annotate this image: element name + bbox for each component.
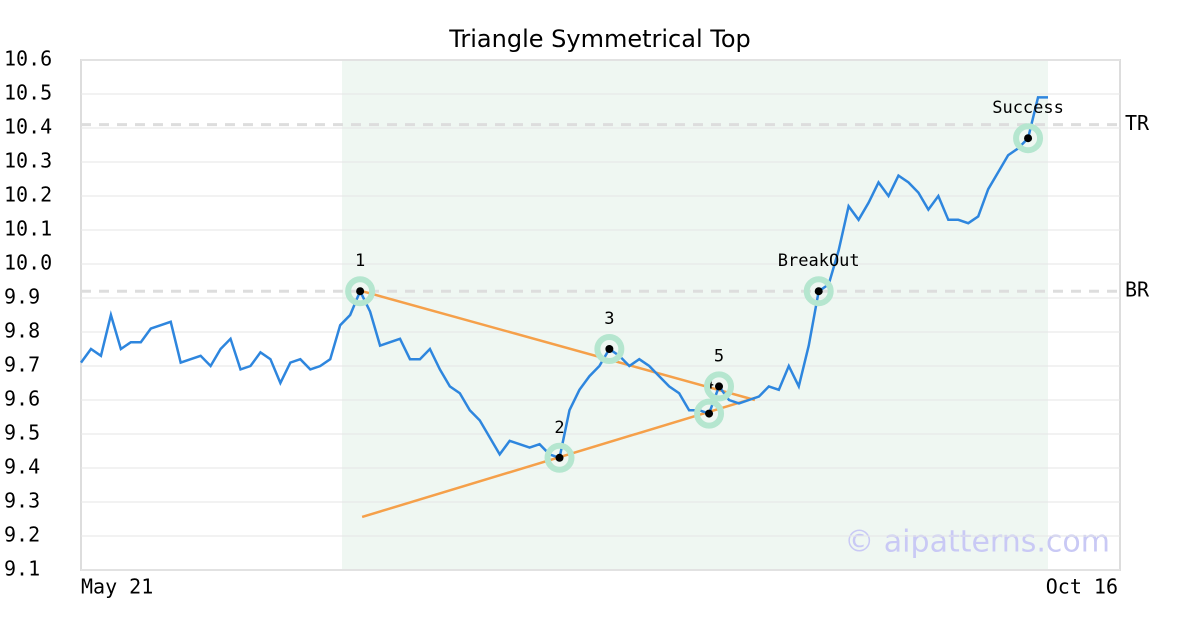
- point-label: 3: [604, 309, 614, 329]
- pattern-zone: [342, 60, 1048, 570]
- y-tick-label: 10.5: [4, 81, 52, 105]
- y-tick-label: 9.6: [4, 387, 40, 411]
- point-dot: [705, 409, 714, 418]
- point-dot: [814, 287, 823, 296]
- chart-title: Triangle Symmetrical Top: [448, 25, 751, 53]
- y-tick-label: 10.1: [4, 217, 52, 241]
- point-halo: [345, 276, 376, 307]
- y-tick-label: 10.6: [4, 47, 52, 71]
- y-tick-label: 10.4: [4, 115, 52, 139]
- trend-line: [361, 289, 756, 402]
- point-label: Success: [992, 98, 1064, 118]
- x-tick-label: May 21: [81, 575, 153, 599]
- price-line: [79, 96, 1048, 460]
- point-dot: [555, 453, 564, 462]
- y-tick-label: 10.2: [4, 183, 52, 207]
- point-label: 1: [355, 251, 365, 271]
- x-tick-label: Oct 16: [1046, 575, 1118, 599]
- point-halo: [704, 371, 735, 402]
- point-halo: [544, 442, 575, 473]
- point-label: 5: [714, 346, 724, 366]
- y-tick-label: 9.1: [4, 557, 40, 581]
- y-tick-label: 10.3: [4, 149, 52, 173]
- y-tick-label: 9.3: [4, 489, 40, 513]
- point-halo: [803, 276, 834, 307]
- y-tick-label: 9.9: [4, 285, 40, 309]
- point-label: BreakOut: [778, 251, 860, 271]
- watermark: © aipatterns.com: [844, 525, 1110, 560]
- point-dot: [605, 345, 614, 353]
- y-tick-label: 9.4: [4, 455, 40, 479]
- point-dot: [715, 382, 724, 391]
- level-label: TR: [1125, 111, 1150, 135]
- y-tick-label: 9.2: [4, 523, 40, 547]
- point-label: 2: [554, 418, 564, 438]
- y-tick-label: 9.8: [4, 319, 40, 343]
- point-halo: [694, 398, 725, 429]
- point-dot: [356, 287, 365, 296]
- point-dot: [1024, 134, 1033, 143]
- level-label: BR: [1125, 278, 1150, 302]
- y-tick-label: 9.5: [4, 421, 40, 445]
- point-halo: [1013, 123, 1044, 154]
- y-tick-label: 10.0: [4, 251, 52, 275]
- point-halo: [594, 334, 625, 364]
- y-tick-label: 9.7: [4, 353, 40, 377]
